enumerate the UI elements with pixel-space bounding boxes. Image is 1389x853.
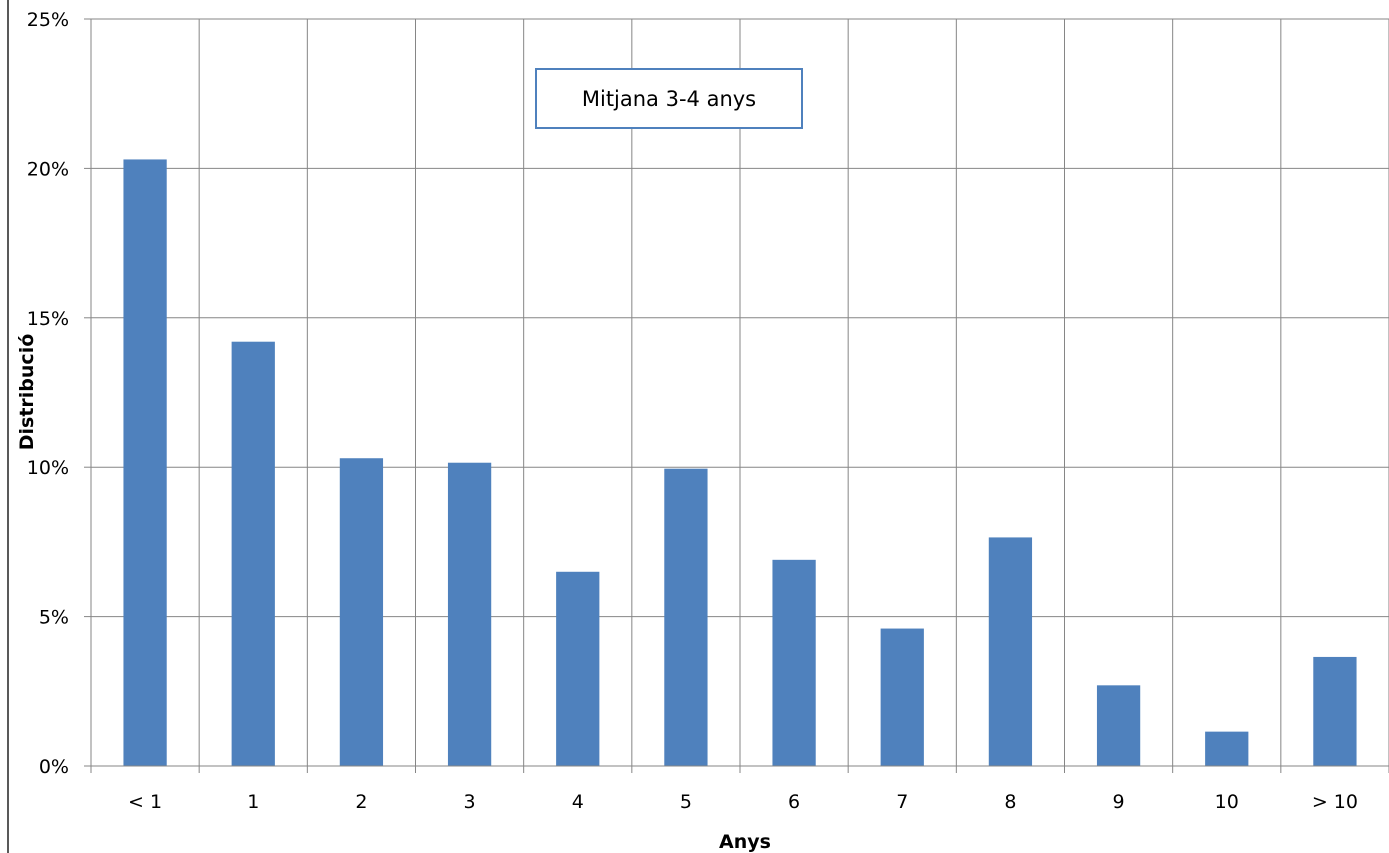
- bar: [1205, 731, 1249, 766]
- y-tick-label: 15%: [27, 308, 69, 330]
- x-tick-label: 5: [680, 791, 692, 813]
- y-tick-label: 20%: [27, 158, 69, 180]
- x-tick-label: 2: [355, 791, 367, 813]
- annotation-text: Mitjana 3-4 anys: [582, 87, 756, 111]
- bar: [447, 462, 492, 766]
- y-tick-label: 5%: [39, 607, 69, 629]
- grid: [91, 18, 1389, 766]
- axes: [84, 18, 1389, 773]
- y-tick-labels: 0% 5% 10% 15% 20% 25%: [27, 9, 69, 778]
- bar: [339, 458, 384, 766]
- x-tick-label: 7: [896, 791, 908, 813]
- bar: [664, 468, 708, 766]
- x-tick-label: 3: [464, 791, 476, 813]
- y-tick-label: 25%: [27, 9, 69, 31]
- annotation-box: Mitjana 3-4 anys: [535, 68, 803, 129]
- bar: [772, 559, 816, 766]
- x-tick-label: 8: [1004, 791, 1016, 813]
- bar: [880, 628, 924, 766]
- bar: [1096, 685, 1141, 766]
- y-tick-label: 0%: [39, 756, 69, 778]
- x-tick-label: 9: [1113, 791, 1125, 813]
- bar: [1313, 656, 1357, 766]
- bar: [988, 537, 1033, 766]
- bars: [123, 159, 1357, 766]
- y-tick-label: 10%: [27, 457, 69, 479]
- annotation-frame: [535, 68, 803, 129]
- x-tick-label: 6: [788, 791, 800, 813]
- y-axis-title: Distribució: [16, 334, 38, 451]
- x-axis-title: Anys: [719, 831, 771, 853]
- bar: [556, 571, 600, 766]
- x-tick-label: 4: [572, 791, 584, 813]
- x-tick-label: < 1: [128, 791, 162, 813]
- x-tick-label: > 10: [1312, 791, 1358, 813]
- x-tick-label: 1: [247, 791, 259, 813]
- bar: [231, 341, 275, 766]
- x-tick-labels: < 1 1 2 3 4 5 6 7 8 9 10 > 10: [128, 791, 1358, 813]
- bar: [123, 159, 167, 766]
- x-tick-label: 10: [1215, 791, 1239, 813]
